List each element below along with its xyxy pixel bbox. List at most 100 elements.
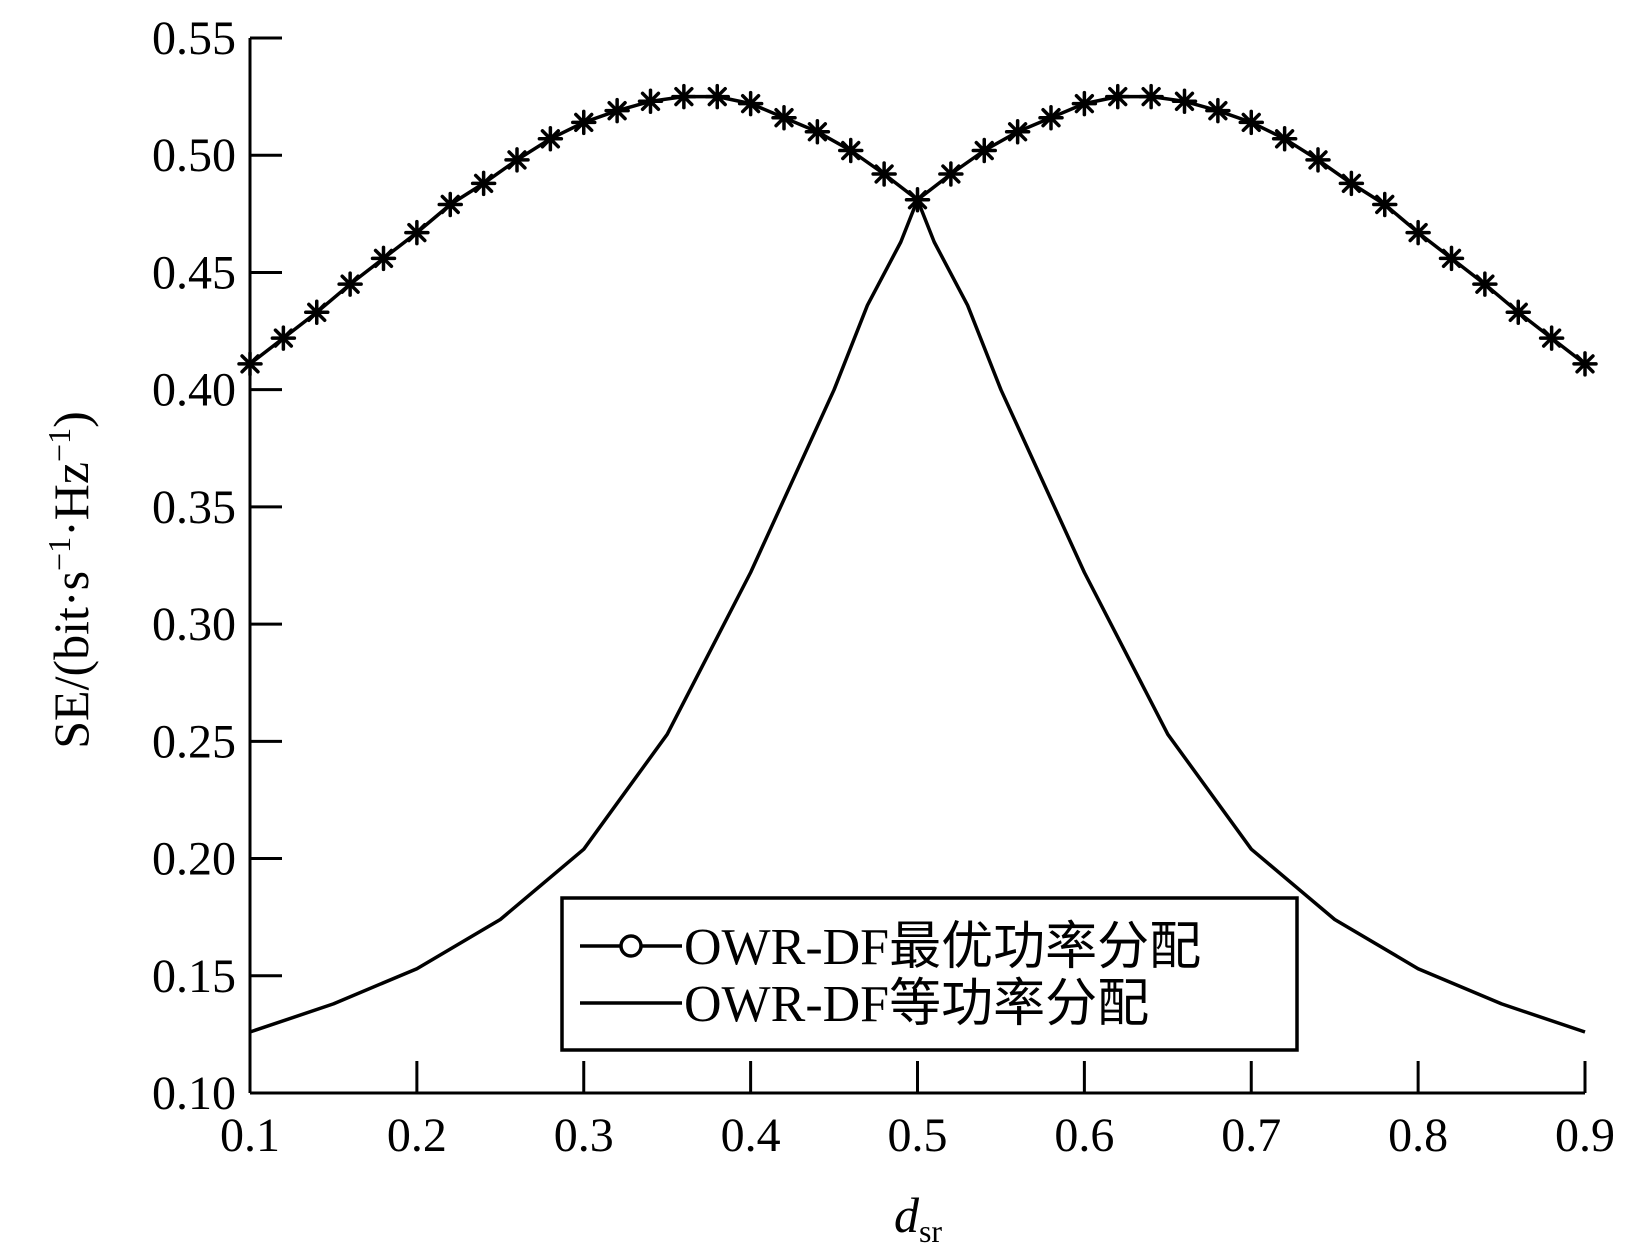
series-point — [304, 299, 330, 326]
series-point — [771, 104, 797, 131]
asterisk-stroke — [1308, 150, 1328, 170]
asterisk-stroke — [273, 328, 294, 348]
asterisk-stroke — [440, 194, 460, 215]
asterisk-stroke — [574, 112, 594, 133]
series-point — [1171, 88, 1198, 115]
series-point — [1205, 97, 1231, 124]
asterisk-stroke — [1508, 302, 1528, 322]
series-point — [470, 170, 497, 197]
y-tick-label: 0.30 — [152, 598, 236, 651]
x-axis-title: dsr — [894, 1187, 942, 1249]
asterisk-stroke — [1341, 173, 1362, 194]
asterisk-stroke — [674, 86, 694, 107]
series-point — [1105, 83, 1131, 110]
series-point — [971, 137, 997, 164]
series-point — [1071, 90, 1098, 117]
series-point — [1405, 219, 1431, 246]
series-point — [1505, 299, 1531, 326]
x-tick-label: 0.1 — [220, 1109, 280, 1162]
series-point — [871, 161, 897, 187]
asterisk-stroke — [340, 274, 360, 294]
y-tick-label: 0.35 — [152, 481, 236, 534]
asterisk-stroke — [1007, 122, 1028, 142]
series-point — [437, 191, 463, 218]
y-tick-label: 0.20 — [152, 833, 236, 886]
asterisk-stroke — [307, 302, 327, 322]
series-point — [370, 245, 397, 272]
series-point — [1338, 170, 1365, 197]
asterisk-stroke — [1041, 108, 1061, 128]
series-point — [737, 90, 764, 117]
series-point — [270, 325, 297, 351]
legend-label-1: OWR-DF最优功率分配 — [684, 919, 1201, 976]
asterisk-stroke — [941, 164, 961, 184]
series-point — [604, 97, 630, 124]
legend-box — [560, 896, 1299, 1052]
asterisk-stroke — [373, 248, 394, 269]
asterisk-stroke — [473, 173, 494, 194]
series-point — [537, 126, 564, 152]
asterisk-stroke — [707, 86, 727, 107]
series-point — [1438, 245, 1465, 272]
asterisk-stroke — [1274, 129, 1295, 149]
x-axis-title-main: d — [894, 1187, 920, 1243]
series-point — [1472, 271, 1498, 297]
series-point — [1238, 109, 1264, 136]
series-point — [1271, 126, 1298, 152]
series-point — [1372, 191, 1398, 218]
asterisk-stroke — [1408, 222, 1428, 243]
series-point — [704, 83, 730, 110]
series-point — [838, 137, 864, 164]
series-point — [1572, 351, 1598, 377]
y-tick-label: 0.45 — [152, 246, 236, 299]
series-point — [1004, 119, 1031, 145]
asterisk-stroke — [1475, 274, 1495, 294]
x-tick-label: 0.4 — [721, 1109, 781, 1162]
asterisk-stroke — [640, 91, 661, 111]
x-tick-label: 0.6 — [1054, 1109, 1114, 1162]
asterisk-stroke — [1074, 93, 1095, 114]
x-tick-label: 0.9 — [1555, 1109, 1615, 1162]
series-point — [571, 109, 597, 136]
series-point — [671, 83, 697, 110]
y-axis-title-part: SE/(bit·s — [43, 571, 99, 749]
asterisk-stroke — [507, 150, 527, 170]
y-axis-title-part: ·Hz — [43, 462, 99, 537]
asterisk-stroke — [407, 222, 427, 243]
x-tick-label: 0.3 — [554, 1109, 614, 1162]
series-point — [938, 161, 964, 187]
series-point — [1305, 147, 1331, 173]
series-point — [637, 88, 664, 115]
x-tick-label: 0.8 — [1388, 1109, 1448, 1162]
asterisk-stroke — [874, 164, 894, 184]
axes: 0.10 0.15 0.20 0.25 0.30 0.35 0.40 0.45 0.50 0.55… — [152, 12, 1615, 1162]
y-tick-label: 0.25 — [152, 715, 236, 768]
asterisk-stroke — [807, 122, 828, 142]
asterisk-stroke — [540, 129, 561, 149]
series-point — [237, 351, 263, 377]
series-line-2 — [249, 198, 1586, 1034]
series-line-1 — [248, 94, 1587, 366]
asterisk-stroke — [774, 108, 794, 128]
asterisk-stroke — [1141, 86, 1161, 107]
asterisk-stroke — [1575, 354, 1595, 374]
y-tick-label: 0.55 — [152, 12, 236, 65]
series-point — [804, 119, 831, 145]
asterisk-stroke — [1441, 248, 1462, 269]
plot-area — [237, 83, 1598, 1034]
y-tick-label: 0.50 — [152, 129, 236, 182]
series-point — [404, 219, 430, 246]
y-axis-title-superscript: −1 — [41, 537, 77, 571]
x-tick-label: 0.7 — [1221, 1109, 1281, 1162]
y-axis-title-superscript: −1 — [41, 428, 77, 462]
asterisk-stroke — [1174, 91, 1195, 111]
y-tick-label: 0.15 — [152, 950, 236, 1003]
y-tick-label: 0.40 — [152, 364, 236, 417]
x-tick-label: 0.2 — [387, 1109, 447, 1162]
asterisk-stroke — [1108, 86, 1128, 107]
asterisk-stroke — [240, 354, 260, 374]
legend-marker-circle — [619, 934, 643, 958]
